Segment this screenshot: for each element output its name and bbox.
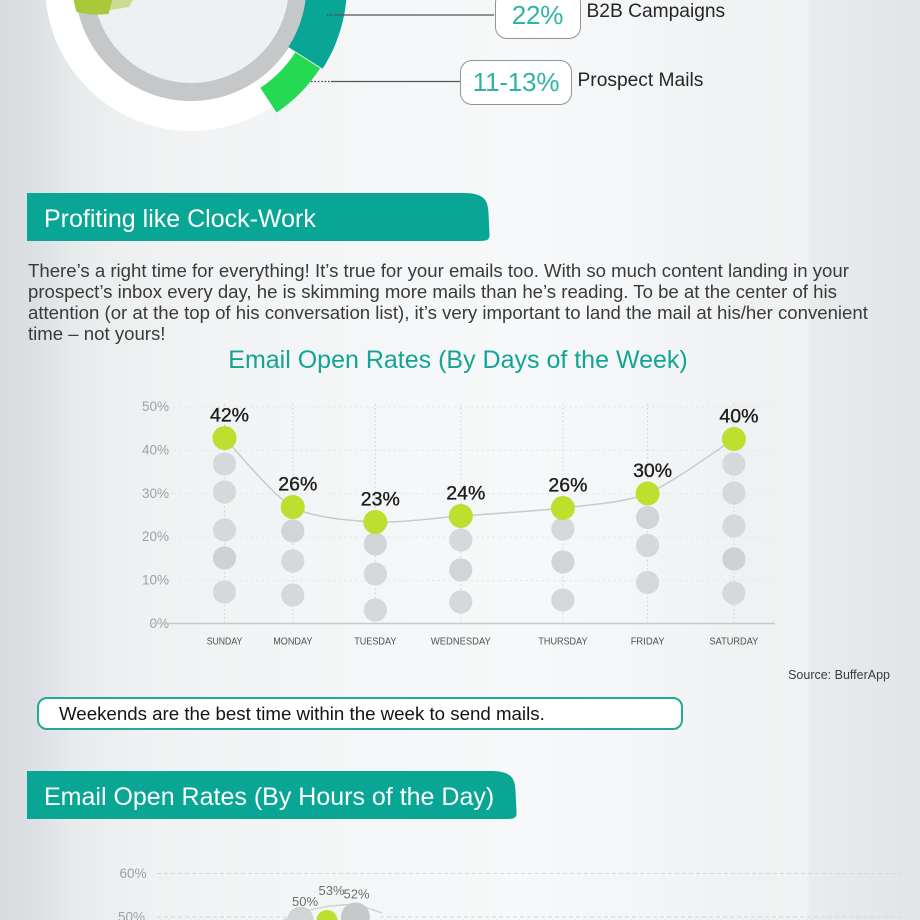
svg-text:40%: 40%	[719, 406, 758, 428]
svg-text:30%: 30%	[142, 486, 169, 501]
svg-text:MONDAY: MONDAY	[273, 637, 312, 648]
svg-text:52%: 52%	[343, 887, 369, 902]
svg-text:20%: 20%	[142, 529, 169, 544]
svg-text:10%: 10%	[142, 573, 169, 588]
svg-text:60%: 60%	[119, 866, 146, 881]
svg-text:26%: 26%	[548, 475, 587, 497]
svg-text:SUNDAY: SUNDAY	[207, 637, 243, 648]
svg-text:50%: 50%	[292, 894, 318, 909]
svg-text:THURSDAY: THURSDAY	[538, 637, 587, 648]
svg-text:FRIDAY: FRIDAY	[631, 637, 665, 648]
svg-text:42%: 42%	[210, 405, 249, 427]
svg-text:23%: 23%	[361, 489, 400, 511]
svg-text:40%: 40%	[142, 442, 169, 457]
svg-text:53%: 53%	[318, 883, 344, 898]
svg-text:WEDNESDAY: WEDNESDAY	[431, 637, 491, 648]
svg-text:50%: 50%	[118, 910, 145, 920]
svg-text:24%: 24%	[446, 483, 485, 505]
svg-text:50%: 50%	[142, 399, 169, 414]
svg-text:30%: 30%	[633, 460, 672, 482]
svg-text:SATURDAY: SATURDAY	[710, 637, 759, 648]
svg-text:26%: 26%	[278, 474, 317, 496]
svg-text:TUESDAY: TUESDAY	[354, 637, 396, 648]
